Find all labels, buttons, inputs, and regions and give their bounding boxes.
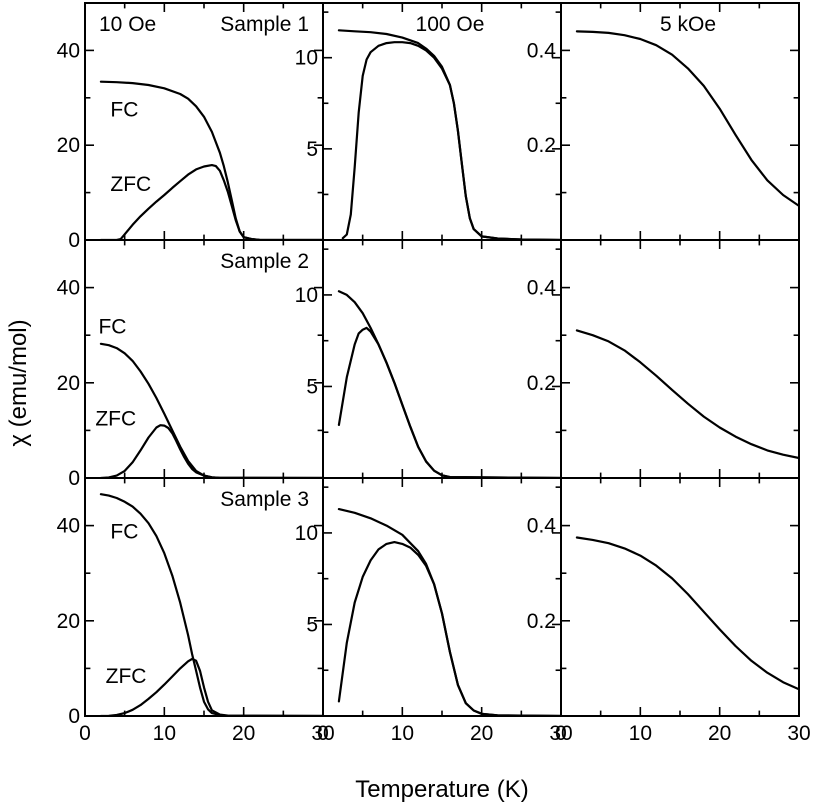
y-axis-title: χ (emu/mol) xyxy=(5,319,32,446)
field-label: 10 Oe xyxy=(99,13,156,36)
panel-s3-5koe: 0.2 0.4 0 10 20 30 xyxy=(527,477,811,745)
y-tick-label: 40 xyxy=(57,515,80,538)
y-tick-label: 0 xyxy=(68,705,80,728)
y-tick-label: 10 xyxy=(295,284,318,307)
panel-frame xyxy=(560,239,800,479)
series-m-h-line xyxy=(575,536,799,691)
y-tick-label: 40 xyxy=(57,277,80,300)
panel-frame xyxy=(322,239,562,479)
y-tick-label: 0.4 xyxy=(527,277,557,300)
y-tick-label: 20 xyxy=(57,610,80,633)
y-tick-label: 0.4 xyxy=(527,39,557,62)
panel-s3-100oe: 5 10 0 10 20 30 xyxy=(295,477,573,745)
panel-s1-100oe: 5 10 100 Oe xyxy=(295,2,562,241)
series-fc-line xyxy=(99,493,323,716)
y-tick-label: 5 xyxy=(306,613,318,636)
series-zfc-line xyxy=(99,424,323,478)
sample-label: Sample 1 xyxy=(220,13,309,36)
x-tick-label: 20 xyxy=(470,722,493,745)
x-tick-label: 20 xyxy=(708,722,731,745)
panel-s2-100oe: 5 10 xyxy=(295,239,562,479)
x-tick-label: 20 xyxy=(232,722,255,745)
panel-frame xyxy=(560,2,800,241)
x-tick-label: 30 xyxy=(549,722,572,745)
y-tick-label: 5 xyxy=(306,375,318,398)
curve-label-fc: FC xyxy=(110,520,138,543)
field-label: 100 Oe xyxy=(416,13,485,36)
panel-s1-5koe: 0.2 0.4 5 kOe xyxy=(527,2,800,241)
series-zfc-line xyxy=(337,326,561,478)
series-zfc-line xyxy=(99,164,323,240)
x-tick-label: 0 xyxy=(555,722,567,745)
panel-frame xyxy=(84,239,324,479)
series-zfc-line xyxy=(337,541,561,716)
y-tick-label: 20 xyxy=(57,372,80,395)
curve-label-zfc: ZFC xyxy=(95,408,136,431)
curve-label-fc: FC xyxy=(98,316,126,339)
series-zfc-line xyxy=(341,41,561,240)
series-m-h-line xyxy=(575,329,799,460)
y-tick-label: 0.2 xyxy=(527,134,556,157)
sample-label: Sample 3 xyxy=(220,488,309,511)
x-tick-label: 0 xyxy=(317,722,329,745)
y-tick-label: 10 xyxy=(295,47,318,70)
x-tick-label: 0 xyxy=(79,722,91,745)
y-tick-label: 0.2 xyxy=(527,372,556,395)
y-tick-label: 40 xyxy=(57,39,80,62)
panel-s2-10oe: 0 20 40 FC ZFC Sample 2 xyxy=(57,239,324,490)
x-tick-label: 10 xyxy=(629,722,652,745)
y-tick-label: 0.2 xyxy=(527,610,556,633)
panel-s2-5koe: 0.2 0.4 xyxy=(527,239,800,479)
y-tick-label: 0 xyxy=(68,467,80,490)
y-tick-label: 20 xyxy=(57,134,80,157)
sample-label: Sample 2 xyxy=(220,250,309,273)
curve-label-zfc: ZFC xyxy=(110,173,151,196)
x-axis-title: Temperature (K) xyxy=(355,776,528,803)
field-label: 5 kOe xyxy=(660,13,716,36)
x-tick-label: 30 xyxy=(311,722,334,745)
y-tick-label: 10 xyxy=(295,522,318,545)
x-tick-label: 10 xyxy=(391,722,414,745)
x-tick-label: 10 xyxy=(153,722,176,745)
y-tick-label: 0 xyxy=(68,229,80,252)
panel-frame xyxy=(560,477,800,717)
curve-label-fc: FC xyxy=(110,99,138,122)
series-zfc-line xyxy=(99,657,323,716)
panel-s3-10oe: 0 20 40 0 10 20 30 FC ZFC Sample 3 xyxy=(57,477,335,745)
x-tick-label: 30 xyxy=(787,722,810,745)
series-m-h-line xyxy=(575,30,799,207)
panel-s1-10oe: 0 20 40 FC ZFC 10 Oe Sample 1 xyxy=(57,2,324,252)
y-tick-label: 5 xyxy=(306,138,318,161)
y-tick-label: 0.4 xyxy=(527,515,557,538)
curve-label-zfc: ZFC xyxy=(106,665,147,688)
